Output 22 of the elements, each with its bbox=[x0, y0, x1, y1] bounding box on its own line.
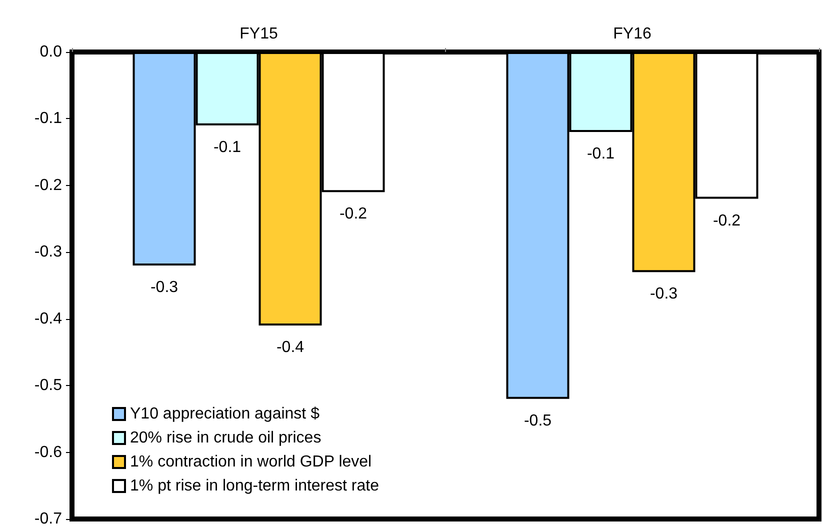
legend-label: 1% contraction in world GDP level bbox=[130, 454, 372, 470]
data-label: -0.3 bbox=[650, 286, 678, 303]
data-label: -0.3 bbox=[150, 278, 178, 296]
data-label: -0.1 bbox=[586, 146, 615, 163]
y-tick-label: -0.3 bbox=[34, 244, 62, 261]
legend-label: Y10 appreciation against $ bbox=[130, 406, 320, 422]
x-tick-label: FY15 bbox=[240, 26, 278, 42]
data-label: -0.2 bbox=[339, 206, 368, 223]
x-tick-label: FY16 bbox=[613, 26, 652, 42]
y-tick-label: -0.4 bbox=[34, 310, 62, 328]
y-tick-label: -0.7 bbox=[34, 510, 62, 528]
data-label: -0.5 bbox=[524, 412, 552, 430]
data-label: -0.2 bbox=[712, 212, 741, 230]
y-tick-label: -0.6 bbox=[34, 444, 62, 461]
y-tick-label: -0.5 bbox=[34, 377, 62, 394]
y-tick-label: -0.1 bbox=[34, 110, 62, 128]
legend-label: 1% pt rise in long-term interest rate bbox=[130, 478, 380, 494]
legend-label: 20% rise in crude oil prices bbox=[130, 430, 322, 446]
y-tick-label: 0.0 bbox=[40, 44, 62, 60]
y-tick-label: -0.2 bbox=[34, 176, 62, 194]
data-label: -0.1 bbox=[213, 138, 242, 156]
data-label: -0.4 bbox=[276, 339, 304, 356]
